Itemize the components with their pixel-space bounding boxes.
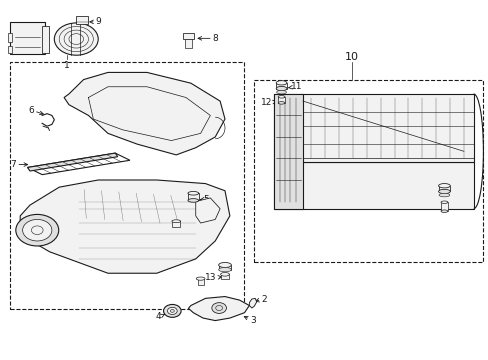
- Bar: [187, 193, 198, 201]
- Bar: [8, 45, 12, 53]
- Polygon shape: [273, 94, 303, 209]
- Ellipse shape: [171, 220, 180, 223]
- Bar: [10, 62, 244, 309]
- Text: 6: 6: [28, 105, 43, 114]
- Bar: [197, 279, 203, 285]
- Bar: [172, 221, 180, 226]
- Text: 5: 5: [200, 194, 208, 203]
- Bar: [184, 39, 191, 48]
- Bar: [182, 33, 194, 39]
- Bar: [254, 80, 483, 262]
- Ellipse shape: [276, 81, 286, 85]
- Circle shape: [22, 220, 52, 241]
- Ellipse shape: [440, 210, 447, 212]
- Circle shape: [170, 310, 174, 312]
- Ellipse shape: [438, 193, 449, 197]
- Text: 9: 9: [90, 17, 102, 26]
- Circle shape: [163, 305, 181, 318]
- Circle shape: [54, 23, 98, 55]
- Text: 8: 8: [198, 34, 218, 43]
- Ellipse shape: [220, 273, 229, 276]
- Polygon shape: [273, 162, 473, 209]
- Polygon shape: [188, 297, 249, 320]
- Text: 13: 13: [205, 273, 221, 282]
- Bar: [278, 97, 285, 103]
- Bar: [42, 26, 49, 53]
- Text: 1: 1: [63, 60, 69, 69]
- Polygon shape: [27, 153, 130, 175]
- Polygon shape: [249, 298, 256, 308]
- Text: 7: 7: [11, 160, 28, 169]
- Bar: [8, 33, 12, 42]
- Polygon shape: [27, 153, 118, 171]
- Ellipse shape: [187, 199, 198, 202]
- Ellipse shape: [278, 95, 285, 98]
- Polygon shape: [20, 180, 229, 273]
- Circle shape: [16, 215, 59, 246]
- Text: 11: 11: [287, 82, 302, 91]
- Ellipse shape: [196, 277, 204, 280]
- Ellipse shape: [438, 189, 449, 194]
- Circle shape: [211, 303, 226, 314]
- Bar: [10, 22, 44, 54]
- Ellipse shape: [276, 86, 286, 91]
- Ellipse shape: [276, 90, 286, 94]
- Bar: [218, 265, 231, 270]
- Text: 12: 12: [261, 98, 276, 107]
- Bar: [76, 16, 88, 24]
- Text: 2: 2: [255, 294, 266, 303]
- Polygon shape: [195, 198, 220, 223]
- Ellipse shape: [187, 192, 198, 195]
- Ellipse shape: [440, 201, 447, 203]
- Ellipse shape: [218, 267, 231, 272]
- Circle shape: [167, 307, 177, 315]
- Text: 4: 4: [156, 312, 164, 321]
- Ellipse shape: [438, 184, 449, 188]
- Ellipse shape: [278, 102, 285, 104]
- Bar: [438, 186, 449, 192]
- Text: 3: 3: [244, 316, 256, 325]
- Bar: [276, 83, 286, 89]
- Text: 10: 10: [344, 51, 358, 62]
- Ellipse shape: [218, 262, 231, 267]
- Bar: [440, 202, 447, 211]
- Bar: [220, 274, 229, 279]
- Polygon shape: [273, 94, 473, 162]
- Polygon shape: [64, 72, 224, 155]
